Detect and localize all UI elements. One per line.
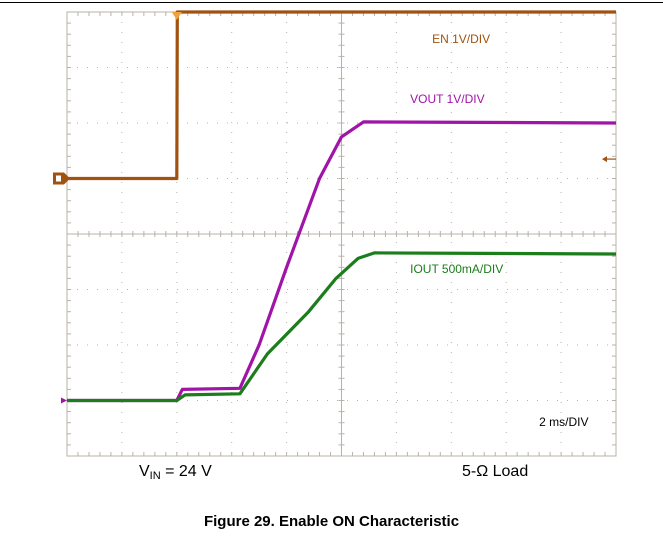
load-caption: 5-Ω Load (462, 463, 529, 480)
header-rule (0, 2, 663, 3)
trace-label-en: EN 1V/DIV (432, 32, 490, 46)
vout-ground-marker-icon (61, 397, 67, 404)
caption-vin-prefix: V (139, 463, 150, 480)
timebase-label: 2 ms/DIV (539, 415, 588, 429)
trigger-marker-icon (171, 12, 182, 20)
input-voltage-caption: VIN = 24 V (139, 463, 212, 482)
markers (53, 12, 616, 404)
figure-title: Figure 29. Enable ON Characteristic (203, 513, 460, 530)
caption-vin-subscript: IN (149, 470, 161, 482)
trace-iout (67, 251, 617, 403)
trace-labels: EN 1V/DIV VOUT 1V/DIV IOUT 500mA/DIV 2 m… (410, 32, 588, 429)
trace-en (67, 10, 616, 181)
graticule (66, 11, 617, 457)
trace-vout (67, 120, 617, 403)
trace-label-iout: IOUT 500mA/DIV (410, 262, 503, 276)
channel-ground-marker-inner (56, 175, 61, 182)
trigger-level-arrowhead-icon (602, 156, 607, 163)
caption-vin-value: = 24 V (160, 463, 212, 480)
traces (67, 10, 617, 403)
trace-label-vout: VOUT 1V/DIV (410, 92, 484, 106)
oscilloscope-chart: EN 1V/DIV VOUT 1V/DIV IOUT 500mA/DIV 2 m… (53, 10, 617, 457)
